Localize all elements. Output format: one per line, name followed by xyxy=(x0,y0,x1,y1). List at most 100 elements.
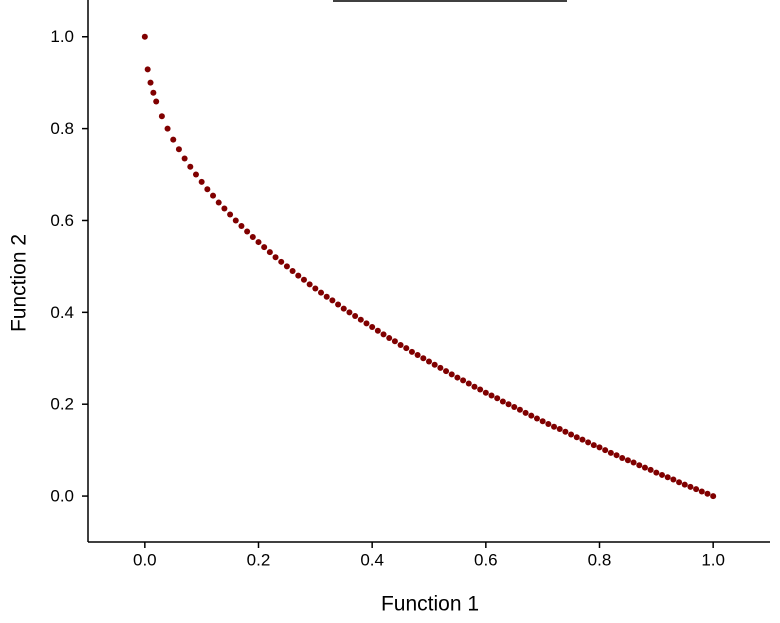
point xyxy=(602,447,609,454)
point xyxy=(431,361,438,368)
point xyxy=(141,33,148,40)
point xyxy=(488,392,495,399)
y-tick-label: 0.8 xyxy=(50,119,74,138)
point xyxy=(420,355,427,362)
point xyxy=(619,454,626,461)
point xyxy=(323,293,330,300)
point xyxy=(210,192,217,199)
x-tick-label: 0.4 xyxy=(360,550,384,569)
point xyxy=(306,281,313,288)
point xyxy=(664,474,671,481)
point xyxy=(545,420,552,427)
point xyxy=(624,457,631,464)
point xyxy=(551,423,558,430)
point xyxy=(460,377,467,384)
point xyxy=(153,98,160,105)
point xyxy=(670,476,677,483)
point xyxy=(391,338,398,345)
point xyxy=(329,297,336,304)
x-tick-label: 0.2 xyxy=(247,550,271,569)
point xyxy=(175,146,182,153)
x-tick-label: 1.0 xyxy=(701,550,725,569)
point xyxy=(170,136,177,143)
point xyxy=(278,258,285,265)
y-axis-title: Function 2 xyxy=(8,234,31,332)
point xyxy=(573,434,580,441)
point xyxy=(397,341,404,348)
point xyxy=(192,171,199,178)
point xyxy=(647,466,654,473)
point xyxy=(613,452,620,459)
point xyxy=(579,436,586,443)
point xyxy=(494,395,501,402)
point xyxy=(318,289,325,296)
point xyxy=(187,163,194,170)
point xyxy=(681,481,688,488)
point xyxy=(181,155,188,162)
x-tick-label: 0.8 xyxy=(588,550,612,569)
point xyxy=(289,268,296,274)
point xyxy=(607,449,614,456)
point xyxy=(437,364,444,371)
point xyxy=(641,464,648,471)
point xyxy=(533,415,540,422)
point xyxy=(408,348,415,355)
point xyxy=(363,320,370,327)
point xyxy=(482,389,489,396)
point xyxy=(249,234,256,241)
point xyxy=(164,125,171,132)
point xyxy=(150,89,157,96)
point xyxy=(380,331,387,338)
point xyxy=(511,403,518,410)
point xyxy=(221,205,228,212)
point xyxy=(516,406,523,413)
point xyxy=(244,228,251,235)
point xyxy=(710,493,717,500)
point xyxy=(369,324,376,331)
x-axis-title: Function 1 xyxy=(381,593,479,616)
point xyxy=(295,272,302,279)
point xyxy=(283,263,290,270)
point xyxy=(630,459,637,466)
point xyxy=(386,335,393,342)
y-tick-label: 1.0 xyxy=(50,27,74,46)
point xyxy=(499,398,506,405)
point xyxy=(255,239,262,246)
point xyxy=(374,327,381,334)
point xyxy=(693,486,700,493)
point xyxy=(465,380,472,387)
y-tick-label: 0.2 xyxy=(50,395,74,414)
point xyxy=(232,217,239,224)
point xyxy=(448,371,455,378)
point xyxy=(147,79,154,86)
point xyxy=(636,462,643,469)
point xyxy=(300,276,307,283)
point xyxy=(357,316,364,323)
point xyxy=(227,211,234,218)
point xyxy=(704,490,711,497)
point xyxy=(539,418,546,425)
point xyxy=(340,305,347,312)
point xyxy=(346,309,353,316)
point xyxy=(471,383,478,390)
point xyxy=(272,254,279,261)
y-tick-label: 0.4 xyxy=(50,303,74,322)
point xyxy=(414,352,421,359)
point xyxy=(590,442,597,449)
point xyxy=(596,444,603,451)
point xyxy=(454,374,461,381)
point xyxy=(403,345,410,352)
y-tick-label: 0.0 xyxy=(50,487,74,506)
point xyxy=(568,431,575,438)
y-tick-label: 0.6 xyxy=(50,211,74,230)
point xyxy=(266,249,273,256)
point xyxy=(676,479,683,486)
point xyxy=(585,439,592,446)
point xyxy=(556,426,563,433)
point xyxy=(352,313,359,320)
point xyxy=(426,358,432,365)
point xyxy=(522,409,529,416)
point xyxy=(198,178,205,185)
